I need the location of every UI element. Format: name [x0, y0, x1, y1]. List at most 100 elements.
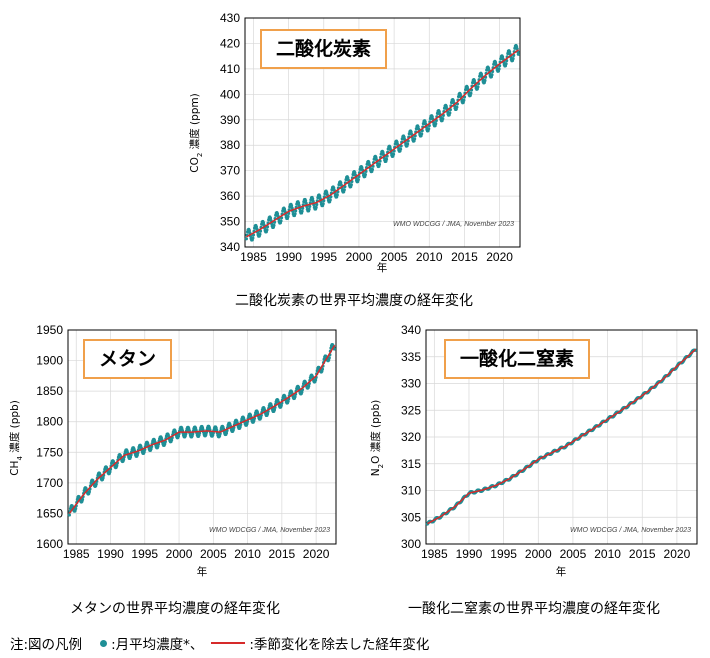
x-tick-label: 2000 — [346, 250, 373, 264]
monthly-point — [363, 172, 367, 177]
monthly-point — [290, 206, 294, 210]
monthly-point — [265, 228, 269, 232]
monthly-point — [434, 122, 438, 126]
y-tick-label: 350 — [220, 215, 240, 229]
legend-dots-label: :月平均濃度*、 — [111, 637, 204, 653]
co2-x-axis-label: 年 — [377, 261, 388, 274]
monthly-point — [405, 142, 410, 146]
y-tick-label: 320 — [401, 430, 421, 444]
ch4-y-axis-label: CH4 濃度 (ppb) — [8, 400, 24, 476]
monthly-point — [342, 188, 346, 192]
monthly-point — [297, 204, 301, 208]
co2-plot-frame — [244, 17, 521, 248]
n2o-title-box: 一酸化二窒素 — [444, 339, 591, 379]
monthly-point — [286, 399, 290, 403]
monthly-point — [314, 205, 318, 209]
y-tick-label: 315 — [401, 457, 421, 471]
monthly-point — [497, 67, 501, 71]
co2-credit: WMO WDCGG / JMA, November 2023 — [393, 221, 514, 228]
x-tick-label: 2010 — [594, 547, 621, 561]
monthly-point — [293, 395, 297, 399]
x-tick-label: 1990 — [97, 547, 124, 561]
co2-title-box: 二酸化炭素 — [260, 29, 388, 69]
monthly-point — [300, 390, 304, 394]
co2-marks — [244, 43, 520, 242]
monthly-point — [115, 464, 119, 468]
y-tick-label: 1900 — [36, 354, 63, 368]
monthly-point — [301, 206, 305, 210]
x-tick-label: 2020 — [486, 250, 513, 264]
ch4-ticks: 1600 1650 1700 1750 1800 1850 1900 1950 1985 1990… — [36, 323, 329, 561]
y-tick-label: 360 — [220, 189, 240, 203]
ch4-x-axis-label: 年 — [197, 565, 208, 578]
monthly-point — [247, 228, 251, 233]
monthly-point — [304, 201, 308, 205]
monthly-point — [413, 137, 417, 141]
x-tick-label: 2010 — [234, 547, 261, 561]
n2o-chart: 300 305 310 315 320 325 330 335 340 1985 1990 1995 2… — [369, 323, 698, 578]
y-tick-label: 1950 — [36, 323, 63, 337]
x-tick-label: 2015 — [451, 250, 478, 264]
trend-line — [427, 348, 697, 525]
n2o-y-axis-label-sub: 2 — [377, 464, 385, 468]
monthly-point — [318, 194, 322, 198]
monthly-point — [455, 105, 459, 109]
monthly-point — [254, 225, 258, 229]
monthly-point — [251, 236, 255, 240]
monthly-point — [294, 209, 298, 213]
monthly-point — [384, 157, 389, 161]
x-tick-label: 1985 — [240, 250, 267, 264]
x-tick-label: 2015 — [629, 547, 656, 561]
monthly-point — [308, 204, 312, 208]
x-tick-label: 2005 — [200, 547, 227, 561]
n2o-y-axis-label: N2O 濃度 (ppb) — [369, 400, 385, 476]
monthly-point — [279, 403, 283, 408]
x-tick-label: 1990 — [456, 547, 483, 561]
monthly-point — [122, 457, 126, 462]
monthly-point — [176, 434, 181, 438]
monthly-point — [370, 167, 375, 172]
n2o-y-axis-label-main: N — [370, 468, 382, 476]
monthly-point — [279, 219, 283, 223]
monthly-point — [67, 513, 71, 517]
monthly-point — [315, 202, 319, 207]
monthly-point — [327, 356, 331, 360]
co2-y-axis-label-rest: 濃度 (ppm) — [188, 93, 201, 152]
monthly-point — [313, 378, 318, 382]
legend-note: 注:図の凡例 :月平均濃度*、 :季節変化を除去した経年変化 — [10, 633, 429, 653]
monthly-point — [504, 62, 508, 66]
x-tick-label: 2005 — [560, 547, 587, 561]
x-tick-label: 2020 — [664, 547, 691, 561]
monthly-point — [272, 223, 276, 227]
monthly-point — [448, 111, 452, 115]
n2o-credit: WMO WDCGG / JMA, November 2023 — [570, 527, 691, 534]
y-tick-label: 1750 — [36, 445, 63, 459]
y-tick-label: 400 — [220, 87, 240, 101]
y-tick-label: 430 — [220, 11, 240, 25]
y-tick-label: 1850 — [36, 384, 63, 398]
monthly-point — [420, 132, 424, 136]
x-tick-label: 1985 — [421, 547, 448, 561]
monthly-points — [244, 43, 520, 242]
y-tick-label: 1600 — [36, 537, 63, 551]
monthly-point — [268, 216, 273, 220]
y-tick-label: 410 — [220, 62, 240, 76]
legend-line-icon — [211, 642, 246, 644]
monthly-point — [441, 116, 445, 121]
monthly-point — [296, 201, 301, 205]
monthly-point — [300, 209, 304, 213]
x-tick-label: 1995 — [490, 547, 517, 561]
monthly-point — [170, 438, 174, 442]
y-tick-label: 390 — [220, 113, 240, 127]
y-tick-label: 380 — [220, 138, 240, 152]
legend-line-label: :季節変化を除去した経年変化 — [249, 637, 430, 653]
ch4-y-axis-label-sub: 4 — [16, 456, 24, 461]
monthly-point — [356, 178, 360, 182]
n2o-plot-frame — [425, 329, 698, 545]
trend-line — [68, 344, 336, 514]
monthly-point — [101, 476, 105, 480]
monthly-point — [391, 152, 396, 156]
y-tick-label: 340 — [401, 323, 421, 337]
monthly-point — [490, 73, 494, 77]
ch4-chart: 1600 1650 1700 1750 1800 1850 1900 1950 1985 1990… — [8, 323, 337, 578]
